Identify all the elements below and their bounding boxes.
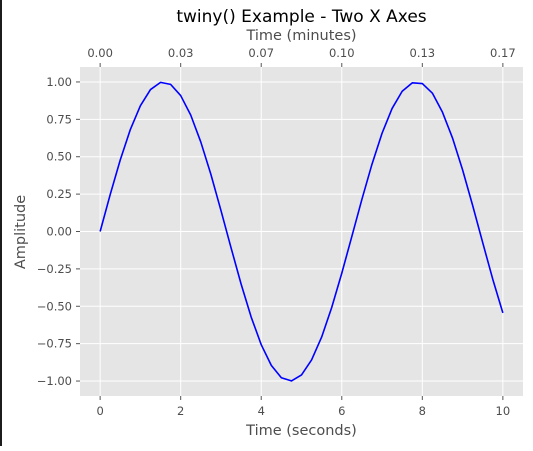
x-tick-label: 6 xyxy=(338,404,345,418)
y-tick-label: −0.50 xyxy=(37,299,72,313)
x-axis-label: Time (seconds) xyxy=(245,423,357,439)
y-tick-label: 1.00 xyxy=(46,75,72,89)
grid xyxy=(80,67,523,396)
y-tick-label: 0.00 xyxy=(46,225,72,239)
x-tick-label: 8 xyxy=(419,404,426,418)
x2-tick-label: 0.13 xyxy=(410,46,436,60)
window-edge xyxy=(0,0,2,446)
series-line xyxy=(99,81,504,382)
y-tick-label: 0.25 xyxy=(46,187,72,201)
chart-title: twiny() Example - Two X Axes xyxy=(176,7,426,27)
x-tick-label: 10 xyxy=(496,404,511,418)
x-tick-label: 0 xyxy=(96,404,103,418)
x-tick-label: 4 xyxy=(258,404,265,418)
series-layer xyxy=(99,81,504,382)
x2-tick-label: 0.10 xyxy=(329,46,355,60)
y-axis-label: Amplitude xyxy=(13,195,29,269)
y-tick-label: −0.75 xyxy=(37,337,72,351)
ticks: 0 2 4 6 8 10 0.00 0.03 0.07 0.10 0.13 0.17 1.00 0.75 0… xyxy=(37,46,516,418)
y-tick-label: −1.00 xyxy=(37,374,72,388)
y-tick-label: 0.50 xyxy=(46,150,72,164)
y-tick-label: 0.75 xyxy=(46,112,72,126)
y-tick-label: −0.25 xyxy=(37,262,72,276)
x2-tick-label: 0.00 xyxy=(87,46,113,60)
x-tick-label: 2 xyxy=(177,404,184,418)
x2-tick-label: 0.03 xyxy=(168,46,194,60)
x2-axis-label: Time (minutes) xyxy=(245,28,356,44)
x2-tick-label: 0.07 xyxy=(248,46,274,60)
x2-tick-label: 0.17 xyxy=(490,46,516,60)
